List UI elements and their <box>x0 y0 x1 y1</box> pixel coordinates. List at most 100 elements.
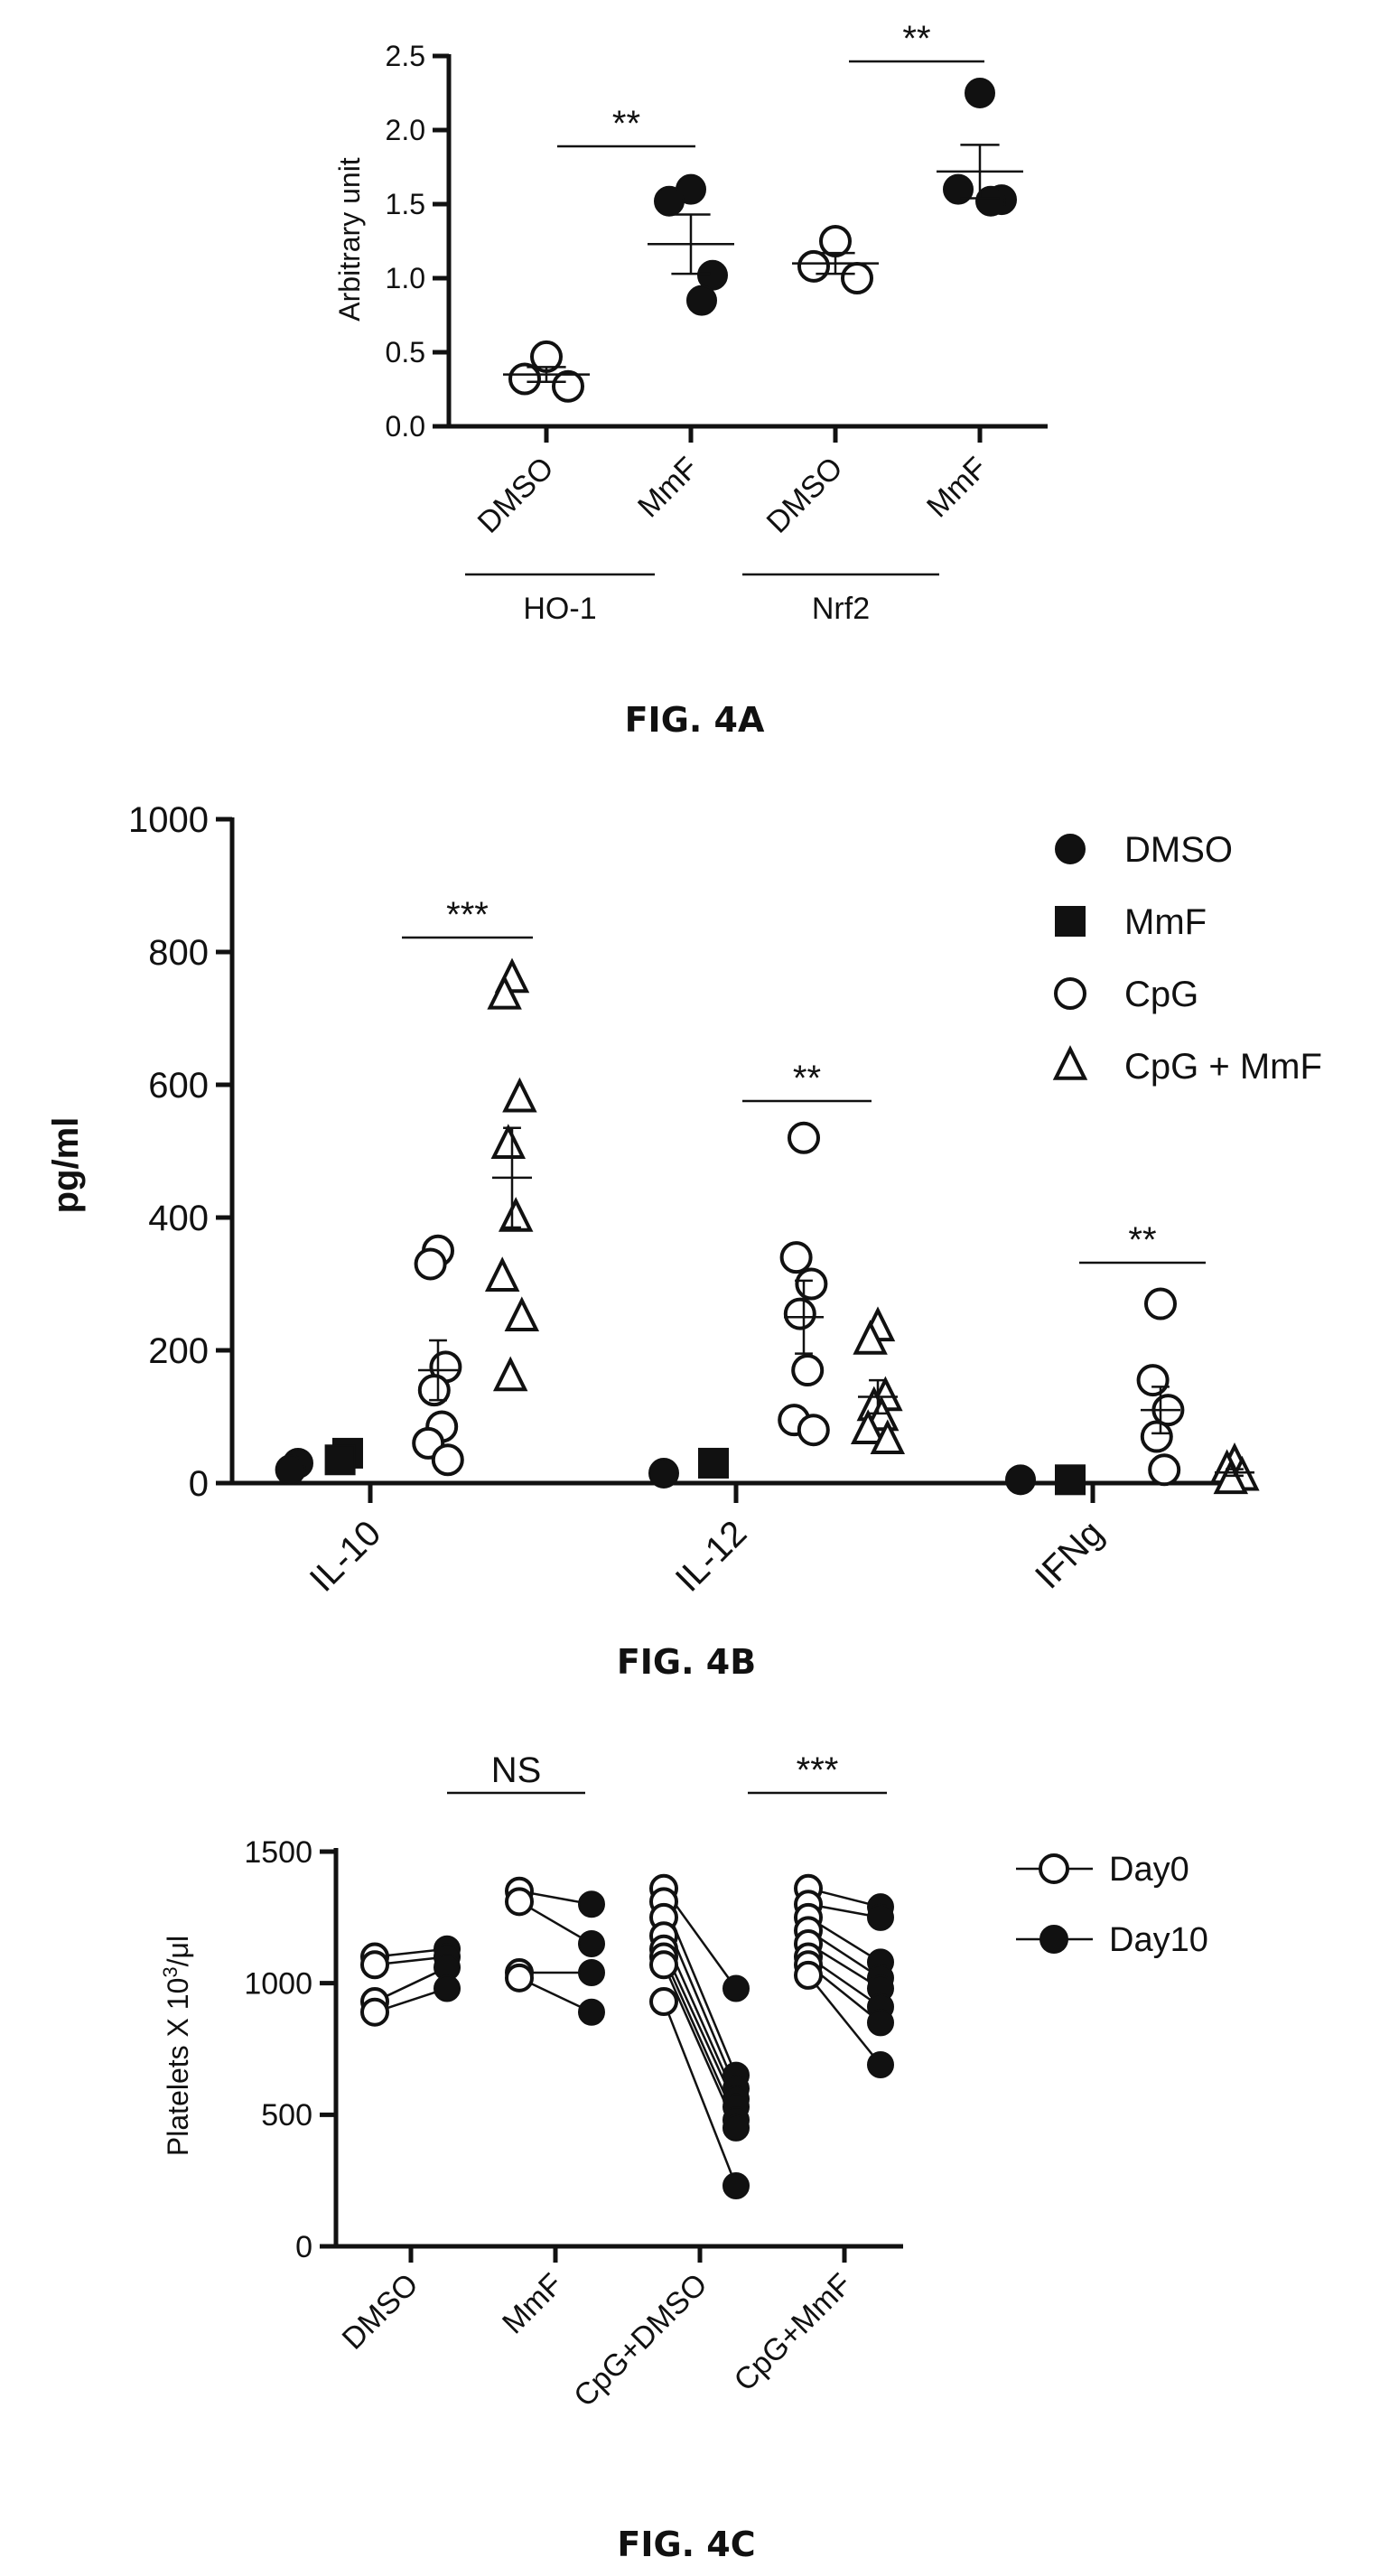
day10-point <box>722 2171 750 2199</box>
day10-point <box>867 1903 894 1931</box>
data-point <box>490 1124 527 1159</box>
x-tick-label: MmF <box>920 451 994 525</box>
y-tick-label: 600 <box>148 1066 209 1106</box>
y-tick-label: 400 <box>148 1199 209 1238</box>
day10-point <box>578 1998 605 2026</box>
x-tick-label: DMSO <box>471 451 561 540</box>
data-point <box>417 1374 451 1407</box>
day10-point <box>578 1890 605 1918</box>
data-point <box>487 974 522 1010</box>
data-point <box>783 1297 816 1330</box>
data-point <box>779 1241 813 1274</box>
data-points <box>503 78 1023 403</box>
data-point <box>654 185 685 217</box>
y-tick-label: 0.0 <box>386 410 425 443</box>
data-point <box>850 1409 886 1444</box>
day0-point <box>649 1950 678 1980</box>
data-point <box>1055 1464 1086 1496</box>
x-ticks: DMSO MmF DMSO MmF <box>471 426 994 540</box>
legend: DMSO MmF CpG CpG + MmF <box>1052 830 1322 1087</box>
data-point <box>508 362 541 396</box>
data-point <box>943 173 974 205</box>
legend-label: CpG + MmF <box>1124 1047 1322 1087</box>
y-tick-label: 1000 <box>128 800 209 840</box>
data-point <box>1140 1420 1173 1453</box>
day0-point <box>360 1950 389 1980</box>
y-tick-label: 200 <box>148 1331 209 1371</box>
day10-point <box>867 2050 894 2078</box>
significance-label: NS <box>491 1750 542 1790</box>
y-tick-label: 500 <box>261 2098 312 2133</box>
y-tick-label: 2.0 <box>386 114 425 146</box>
data-point <box>1213 1459 1249 1495</box>
data-point <box>797 249 830 283</box>
y-ticks: 0 500 1000 1500 <box>244 1835 336 2264</box>
y-ticks: 0.0 0.5 1.0 1.5 2.0 2.5 <box>386 40 449 443</box>
legend-label: Day0 <box>1109 1851 1189 1889</box>
x-ticks: IL-10 IL-12 IFNg <box>303 1483 1111 1600</box>
data-point <box>1005 1464 1036 1496</box>
significance-bars: ** ** <box>557 19 984 148</box>
x-tick-label: IFNg <box>1028 1513 1111 1596</box>
significance-label: ** <box>1128 1220 1156 1260</box>
data-point <box>975 185 1006 217</box>
day10-point <box>867 2009 894 2037</box>
y-tick-label: 1000 <box>244 1967 312 2002</box>
y-tick-label: 2.5 <box>386 40 425 72</box>
data-point <box>797 1414 830 1447</box>
data-points <box>275 957 1260 1496</box>
y-tick-label: 800 <box>148 933 209 973</box>
legend-marker <box>1054 977 1086 1010</box>
data-point <box>431 1443 464 1477</box>
data-point <box>686 285 717 316</box>
figure-caption: FIG. 4C <box>617 2525 755 2564</box>
significance-label: ** <box>793 1059 821 1098</box>
y-tick-label: 0 <box>189 1464 209 1504</box>
significance-bars: NS *** <box>447 1750 887 1795</box>
y-tick-label: 1.5 <box>386 188 425 220</box>
figure-caption: FIG. 4B <box>617 1642 756 1682</box>
y-axis-label: Platelets X 103/μl <box>159 1936 194 2156</box>
x-tick-label: CpG+DMSO <box>567 2267 713 2413</box>
legend-marker <box>1039 1853 1069 1884</box>
data-point <box>819 225 852 257</box>
data-point <box>698 1447 729 1479</box>
day10-point <box>433 1974 461 2002</box>
data-point <box>788 1121 820 1154</box>
x-tick-label: IL-12 <box>668 1513 755 1600</box>
data-point <box>275 1454 306 1486</box>
pair-line <box>807 1974 881 2066</box>
x-tick-label: MmF <box>496 2267 570 2341</box>
data-point <box>791 1354 825 1387</box>
significance-bars: ******* <box>402 895 1206 1265</box>
data-point <box>492 1356 528 1392</box>
y-ticks: 0 200 400 600 800 1000 <box>128 800 232 1504</box>
day10-point <box>722 1974 750 2002</box>
panel-4a: 0.0 0.5 1.0 1.5 2.0 2.5 Arbitrary unit DMSO Mm… <box>333 19 1048 740</box>
legend-label: CpG <box>1124 975 1198 1014</box>
significance-label: ** <box>902 19 930 59</box>
data-point <box>870 1419 906 1455</box>
data-point <box>324 1444 356 1476</box>
day0-point <box>505 1887 534 1917</box>
panel-4b: 0 200 400 600 800 1000 pg/ml IL-10 IL-12 IFNg *… <box>46 800 1322 1682</box>
legend-marker <box>1039 1925 1068 1954</box>
significance-label: *** <box>797 1750 839 1790</box>
data-point <box>414 1247 447 1281</box>
group-labels: HO-1 Nrf2 <box>465 573 939 626</box>
y-axis-label: pg/ml <box>46 1117 86 1214</box>
data-point <box>484 1256 520 1292</box>
x-tick-label: DMSO <box>760 451 850 540</box>
legend-label: Day10 <box>1109 1921 1208 1959</box>
group-label: Nrf2 <box>812 592 870 626</box>
data-points <box>360 1873 894 2199</box>
data-point <box>648 1457 679 1489</box>
legend-marker <box>1055 906 1086 937</box>
x-tick-label: DMSO <box>336 2267 425 2357</box>
data-point <box>1136 1364 1170 1397</box>
y-axis-label: Arbitrary unit <box>333 157 366 322</box>
y-tick-label: 1500 <box>244 1835 312 1870</box>
data-point <box>1148 1453 1181 1487</box>
